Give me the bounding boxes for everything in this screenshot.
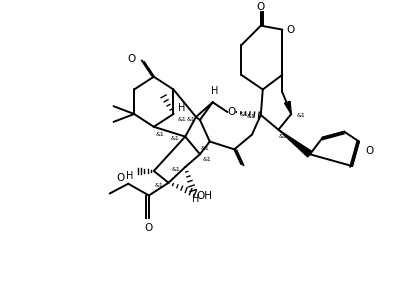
Text: &1: &1 xyxy=(171,136,180,141)
Text: &1: &1 xyxy=(240,111,249,117)
Text: &1: &1 xyxy=(178,117,187,122)
Text: O: O xyxy=(256,2,265,12)
Text: &1: &1 xyxy=(201,146,209,151)
Text: O: O xyxy=(127,54,136,64)
Text: H: H xyxy=(126,171,133,181)
Text: &1: &1 xyxy=(279,134,288,139)
Text: &1: &1 xyxy=(247,114,255,119)
Text: &1: &1 xyxy=(203,157,211,162)
Text: O: O xyxy=(286,25,294,35)
Text: H: H xyxy=(211,86,218,97)
Polygon shape xyxy=(284,101,291,114)
Text: &1: &1 xyxy=(154,183,163,188)
Text: O: O xyxy=(227,107,236,117)
Text: H: H xyxy=(192,194,200,204)
Text: &1: &1 xyxy=(172,167,181,173)
Text: &1: &1 xyxy=(297,114,305,119)
Text: H: H xyxy=(178,103,185,113)
Polygon shape xyxy=(279,130,312,157)
Text: O: O xyxy=(145,223,153,233)
Text: &1: &1 xyxy=(187,117,195,122)
Text: OH: OH xyxy=(197,190,213,201)
Text: O: O xyxy=(116,173,125,183)
Text: O: O xyxy=(366,146,374,156)
Text: &1: &1 xyxy=(155,132,164,137)
